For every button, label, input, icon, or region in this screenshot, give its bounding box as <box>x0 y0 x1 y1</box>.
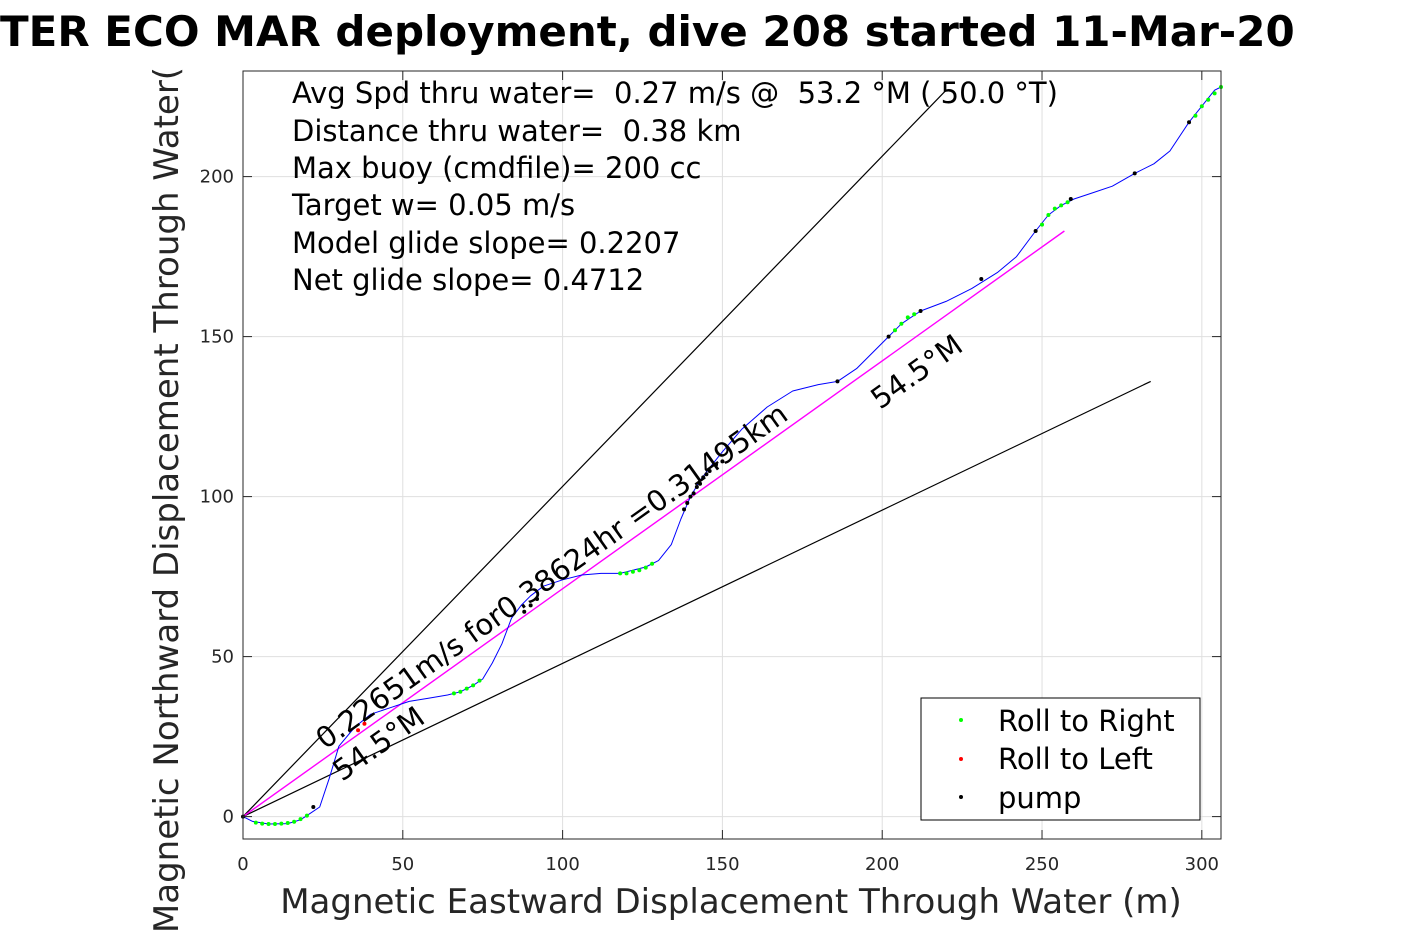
legend-label-roll-left: Roll to Left <box>998 742 1153 776</box>
pump-point <box>694 485 699 489</box>
legend-marker-pump <box>959 795 963 799</box>
y-tick-label: 0 <box>223 807 234 828</box>
pump-point <box>707 469 712 473</box>
stat-model-glide-slope: Model glide slope= 0.2207 <box>292 226 680 260</box>
roll-right-point <box>637 568 642 573</box>
x-tick-label: 50 <box>391 854 414 875</box>
heading-bound-upper-line <box>242 89 947 818</box>
pump-point <box>714 462 719 467</box>
axis-ticks: 0 50 100 150 200 250 300 0 50 100 150 200 <box>200 71 1221 875</box>
roll-right-point <box>1206 97 1211 102</box>
pump-point <box>535 597 540 601</box>
legend-marker-roll-right <box>959 718 963 722</box>
roll-right-point <box>458 689 463 694</box>
stat-target-w: Target w= 0.05 m/s <box>291 188 575 222</box>
stat-avg-speed: Avg Spd thru water= 0.27 m/s @ 53.2 °M (… <box>292 76 1058 110</box>
roll-right-point <box>1212 91 1217 96</box>
roll-right-point <box>1193 113 1198 118</box>
stat-max-buoy: Max buoy (cmdfile)= 200 cc <box>292 151 701 185</box>
roll-right-point <box>477 678 482 683</box>
roll-right-point <box>893 328 897 333</box>
heading-bound-lower-line <box>242 380 1151 818</box>
pump-point <box>979 277 984 281</box>
roll-right-point <box>451 691 456 696</box>
stats-block: Avg Spd thru water= 0.27 m/s @ 53.2 °M (… <box>291 76 1058 297</box>
roll-right-point <box>1059 203 1064 208</box>
pump-point <box>720 459 725 464</box>
x-tick-label: 300 <box>1185 854 1219 875</box>
roll-right-point <box>643 565 648 570</box>
legend-marker-roll-left <box>959 757 963 761</box>
pump-point <box>685 501 690 505</box>
roll-right-point <box>253 820 258 825</box>
roll-left-point <box>356 728 361 733</box>
y-axis-label: Magnetic Northward Displacement Through … <box>147 67 187 933</box>
legend-label-pump: pump <box>998 781 1081 815</box>
plot-markers <box>241 85 1223 826</box>
legend-box <box>920 697 1201 821</box>
net-displacement-line <box>242 230 1065 818</box>
roll-right-point <box>905 315 910 320</box>
pump-point <box>682 507 687 512</box>
x-tick-label: 100 <box>545 854 579 875</box>
x-tick-label: 0 <box>237 854 248 875</box>
legend: Roll to Right Roll to Left pump <box>920 697 1201 821</box>
roll-right-point <box>1040 222 1045 227</box>
grid <box>242 71 1221 839</box>
pump-point <box>688 494 693 499</box>
roll-right-point <box>1046 213 1051 217</box>
roll-right-point <box>298 817 303 822</box>
pump-point <box>1132 171 1137 176</box>
roll-right-point <box>285 821 290 825</box>
chart-title: TER ECO MAR deployment, dive 208 started… <box>0 7 1295 56</box>
roll-left-point <box>362 721 367 726</box>
pump-point <box>886 334 891 339</box>
y-tick-label: 150 <box>200 327 234 348</box>
roll-right-point <box>471 683 476 688</box>
pump-point <box>835 379 840 384</box>
pump-point <box>1033 229 1038 233</box>
roll-right-point <box>266 821 271 826</box>
pump-point <box>691 491 696 496</box>
pump-point <box>522 609 527 614</box>
roll-right-point <box>260 821 265 826</box>
roll-right-point <box>618 571 623 576</box>
y-tick-label: 200 <box>200 167 234 188</box>
roll-right-point <box>1065 200 1070 205</box>
y-tick-label: 50 <box>211 647 234 668</box>
pump-point <box>1187 120 1192 125</box>
roll-right-point <box>1052 206 1057 211</box>
roll-right-point <box>899 321 904 326</box>
y-tick-label: 100 <box>200 487 234 508</box>
pump-point <box>701 475 706 480</box>
stat-distance: Distance thru water= 0.38 km <box>292 114 742 148</box>
legend-label-roll-right: Roll to Right <box>998 704 1175 738</box>
pump-point <box>698 481 703 486</box>
stat-net-glide-slope: Net glide slope= 0.4712 <box>292 263 644 297</box>
pump-point <box>311 805 316 809</box>
x-tick-label: 250 <box>1025 854 1059 875</box>
roll-right-point <box>1199 104 1204 109</box>
roll-right-point <box>304 813 309 818</box>
roll-right-point <box>630 569 635 574</box>
x-tick-label: 150 <box>705 854 739 875</box>
x-axis-label: Magnetic Eastward Displacement Through W… <box>280 882 1182 922</box>
pump-point <box>918 309 923 313</box>
roll-right-point <box>464 686 469 691</box>
roll-right-point <box>292 819 297 824</box>
plot-frame <box>242 70 1222 840</box>
roll-right-point <box>650 561 655 566</box>
roll-right-point <box>272 821 277 826</box>
roll-right-point <box>624 571 629 576</box>
pump-point <box>528 603 533 608</box>
x-tick-label: 200 <box>865 854 899 875</box>
pump-point <box>1068 197 1073 201</box>
roll-right-point <box>912 312 917 317</box>
roll-right-point <box>279 821 284 826</box>
pump-point <box>704 472 709 477</box>
